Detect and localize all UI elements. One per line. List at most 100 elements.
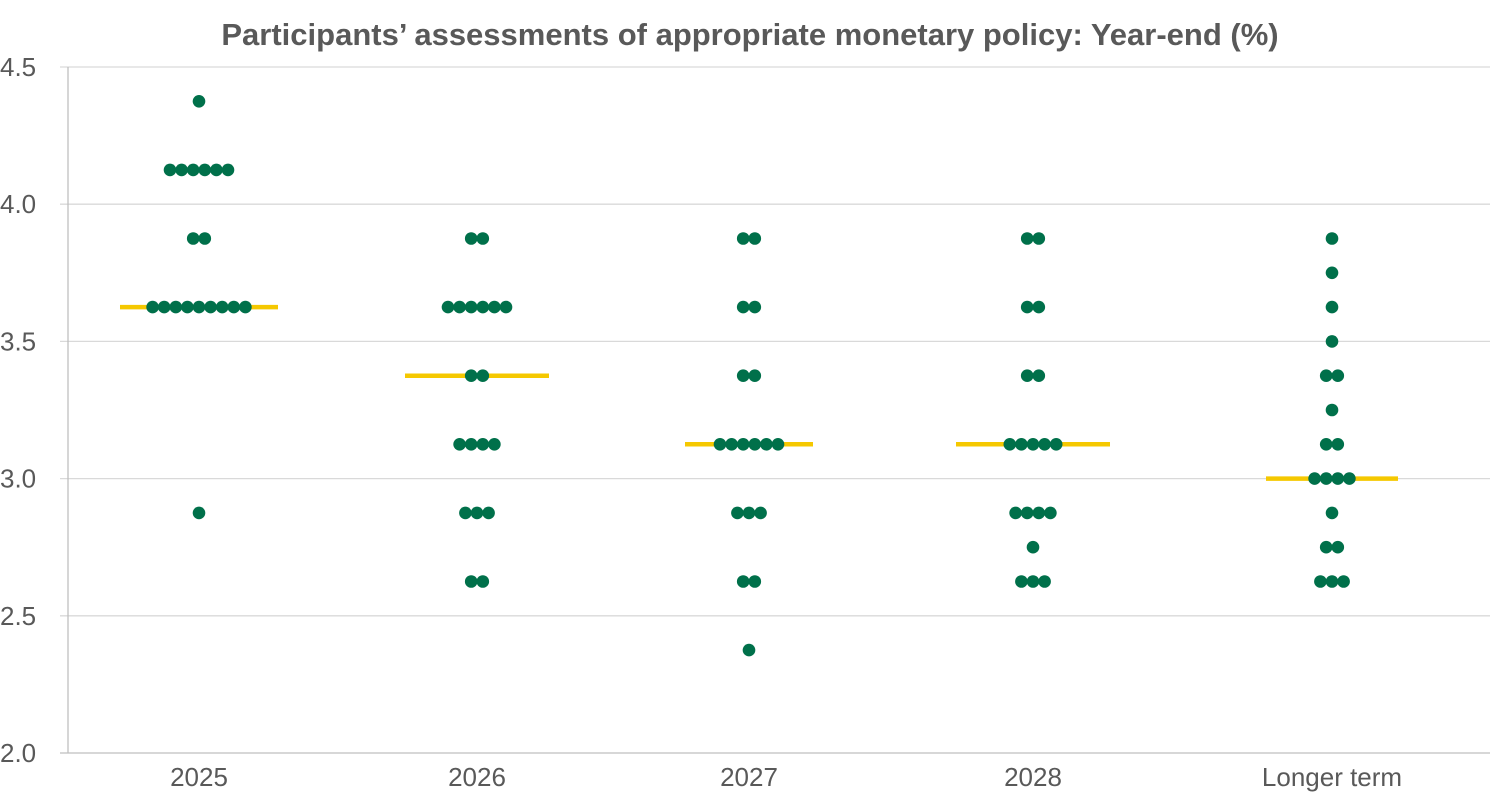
x-tick-label: 2027 [720, 762, 778, 792]
participant-dot [771, 438, 785, 451]
participant-dots [146, 95, 1356, 657]
participant-dot [1337, 575, 1350, 588]
participant-dot [1049, 438, 1063, 451]
participant-dot [736, 369, 750, 383]
x-tick-label: 2026 [448, 762, 506, 792]
participant-dot [163, 163, 177, 177]
participant-dot [192, 506, 206, 520]
median-markers [120, 304, 1398, 481]
x-tick-label: 2028 [1004, 762, 1062, 792]
participant-dot [736, 575, 750, 588]
participant-dot [464, 232, 478, 245]
participant-dot [736, 438, 750, 451]
participant-dot [1331, 472, 1345, 485]
participant-dot [1331, 438, 1345, 451]
participant-dot [1020, 369, 1034, 383]
participant-dot [221, 163, 235, 177]
participant-dot [198, 232, 212, 245]
participant-dot [1319, 438, 1333, 451]
x-axis: 2025 2026 2027 2028 Longer term [170, 762, 1402, 792]
participant-dot [713, 438, 727, 451]
participant-dot [754, 506, 767, 520]
participant-dot [210, 163, 223, 177]
participant-dot [186, 232, 200, 245]
participant-dot [1032, 300, 1046, 314]
participant-dot [488, 300, 501, 314]
participant-dot [476, 369, 490, 383]
participant-dot [1032, 369, 1046, 383]
participant-dot [453, 438, 466, 451]
participant-dot [459, 506, 472, 520]
participant-dot [1020, 506, 1034, 520]
participant-dot [1009, 506, 1022, 520]
participant-dot [186, 163, 200, 177]
participant-dot [198, 163, 212, 177]
participant-dot [453, 300, 466, 314]
participant-dot [1319, 540, 1333, 554]
participant-dot [748, 300, 762, 314]
participant-dot [1032, 506, 1046, 520]
participant-dot [1038, 575, 1051, 588]
participant-dot [731, 506, 744, 520]
participant-dot [1308, 472, 1321, 485]
chart-title: Participants’ assessments of appropriate… [221, 17, 1278, 52]
participant-dot [464, 369, 478, 383]
y-tick-label: 4.5 [0, 52, 36, 82]
y-tick-label: 4.0 [0, 189, 36, 219]
y-tick-label: 2.5 [0, 601, 36, 631]
participant-dot [1314, 575, 1327, 588]
participant-dot [476, 438, 490, 451]
participant-dot [146, 300, 159, 314]
participant-dot [1020, 232, 1034, 245]
participant-dot [1038, 438, 1051, 451]
participant-dot [181, 300, 194, 314]
participant-dot [1032, 232, 1046, 245]
participant-dot [742, 643, 756, 657]
participant-dot [1026, 540, 1040, 554]
participant-dot [488, 438, 501, 451]
participant-dot [227, 300, 241, 314]
participant-dot [1026, 575, 1040, 588]
participant-dot [169, 300, 183, 314]
participant-dot [1325, 335, 1339, 348]
y-tick-label: 3.0 [0, 464, 36, 494]
participant-dot [239, 300, 252, 314]
participant-dot [742, 506, 756, 520]
participant-dot [499, 300, 513, 314]
participant-dot [725, 438, 738, 451]
participant-dot [1015, 575, 1028, 588]
participant-dot [736, 232, 750, 245]
participant-dot [1325, 403, 1339, 417]
participant-dot [470, 506, 484, 520]
participant-dot [441, 300, 455, 314]
participant-dot [1331, 369, 1345, 383]
participant-dot [748, 369, 762, 383]
participant-dot [748, 232, 762, 245]
participant-dot [748, 438, 762, 451]
y-axis: 2.0 2.5 3.0 3.5 4.0 4.5 [0, 52, 69, 768]
participant-dot [464, 300, 478, 314]
participant-dot [1319, 472, 1333, 485]
participant-dot [1325, 232, 1339, 245]
x-tick-label: Longer term [1262, 762, 1402, 792]
participant-dot [192, 95, 206, 108]
participant-dot [215, 300, 229, 314]
participant-dot [482, 506, 495, 520]
participant-dot [1020, 300, 1034, 314]
participant-dot [1319, 369, 1333, 383]
participant-dot [464, 438, 478, 451]
gridlines [60, 66, 1490, 754]
participant-dot [1325, 266, 1339, 280]
y-tick-label: 3.5 [0, 326, 36, 356]
participant-dot [204, 300, 217, 314]
participant-dot [1325, 506, 1339, 520]
participant-dot [476, 300, 490, 314]
participant-dot [157, 300, 171, 314]
participant-dot [175, 163, 188, 177]
participant-dot [760, 438, 773, 451]
participant-dot [736, 300, 750, 314]
participant-dot [1331, 540, 1345, 554]
participant-dot [476, 575, 490, 588]
participant-dot [748, 575, 762, 588]
participant-dot [1044, 506, 1057, 520]
